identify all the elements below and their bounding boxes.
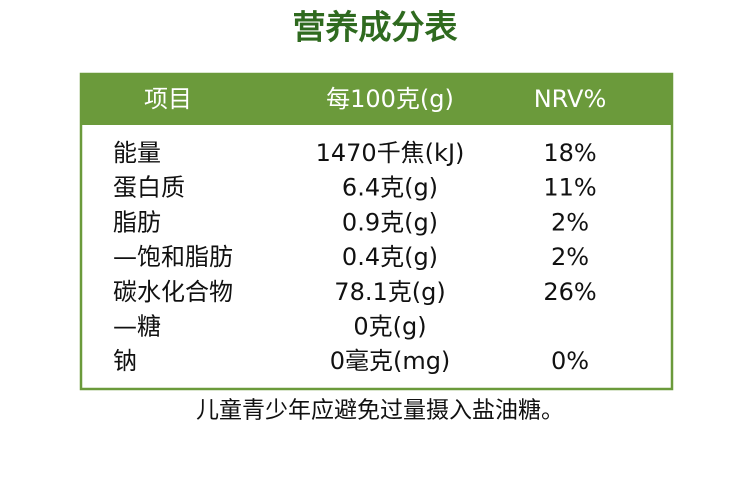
table-cell: 能量 <box>113 139 161 167</box>
header-cell: 项目 <box>144 85 192 113</box>
header-cell: NRV% <box>534 85 607 113</box>
table-cell: 2% <box>551 243 589 271</box>
table-cell: 碳水化合物 <box>113 278 233 306</box>
table-cell: 脂肪 <box>113 208 161 236</box>
table-cell: 0% <box>551 347 589 375</box>
header-cell: 每100克(g) <box>326 85 454 113</box>
table-cell: 蛋白质 <box>113 174 185 202</box>
table-cell: 78.1克(g) <box>334 278 445 306</box>
table-cell: 26% <box>543 278 596 306</box>
table-header-bg <box>81 74 672 125</box>
table-cell: 2% <box>551 208 589 236</box>
table-cell: 11% <box>543 174 596 202</box>
table-cell: 18% <box>543 139 596 167</box>
table-cell: 0毫克(mg) <box>330 347 451 375</box>
title: 营养成分表 <box>293 8 458 47</box>
table-cell: —糖 <box>113 313 161 341</box>
note: 儿童青少年应避免过量摄入盐油糖。 <box>196 398 564 424</box>
table-cell: 0.4克(g) <box>342 243 438 271</box>
table-cells: 项目 每100克(g) NRV% 能量 1470千焦(kJ) 18% 蛋白质 6.4克(g) 1… <box>113 85 606 375</box>
table-cell: 6.4克(g) <box>342 174 438 202</box>
table-cell: 1470千焦(kJ) <box>316 139 465 167</box>
table-cell: 钠 <box>113 347 137 375</box>
table-frame <box>79 72 674 391</box>
table-cell: 0.9克(g) <box>342 208 438 236</box>
table-cell: —饱和脂肪 <box>113 243 233 271</box>
table-cell: 0克(g) <box>353 313 426 341</box>
